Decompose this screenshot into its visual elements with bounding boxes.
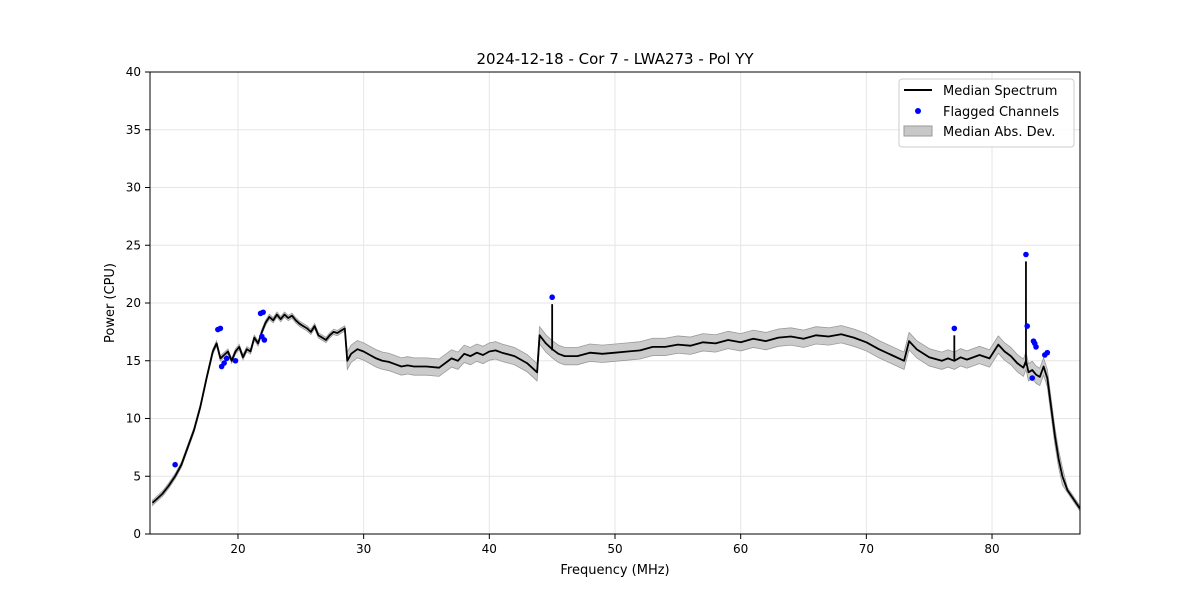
- y-tick-label: 10: [126, 412, 141, 426]
- chart-title: 2024-12-18 - Cor 7 - LWA273 - Pol YY: [477, 50, 755, 68]
- legend-band-swatch: [903, 125, 933, 137]
- median-spectrum-line: [151, 313, 1081, 510]
- flagged-channel-point: [549, 294, 555, 301]
- y-tick-label: 20: [126, 296, 141, 310]
- line-layer: [151, 261, 1081, 510]
- y-tick-label: 40: [126, 65, 141, 79]
- x-tick-label: 40: [482, 542, 497, 556]
- y-tick-label: 5: [133, 469, 141, 483]
- x-tick-label: 70: [859, 542, 874, 556]
- flagged-channel-point: [1033, 344, 1039, 350]
- y-tick-label: 15: [126, 354, 141, 368]
- legend-point-swatch: [915, 108, 921, 114]
- flagged-channel-point: [1023, 251, 1029, 258]
- legend-entry-median: Median Spectrum: [943, 84, 1057, 99]
- flagged-channel-point: [1044, 349, 1051, 356]
- x-tick-label: 30: [356, 542, 371, 556]
- flagged-channel-point: [1024, 323, 1031, 329]
- legend-entry-flagged: Flagged Channels: [943, 105, 1059, 120]
- legend: Median Spectrum Flagged Channels Median …: [898, 78, 1075, 148]
- y-tick-label: 25: [126, 238, 141, 252]
- flagged-channel-point: [261, 337, 268, 343]
- x-tick-label: 60: [733, 542, 748, 556]
- y-tick-label: 30: [126, 181, 141, 195]
- flagged-channel-point: [221, 360, 227, 366]
- x-tick-label: 20: [230, 542, 245, 556]
- flagged-channel-point: [232, 357, 239, 364]
- axis-layer: 20 30 40 50 60 70 80 0 5 10 15 20 25 30 35 40: [126, 65, 1081, 556]
- legend-frame: [898, 78, 1075, 148]
- flagged-channel-point: [223, 355, 230, 362]
- flagged-channel-point: [217, 325, 224, 332]
- y-tick-label: 0: [133, 527, 141, 541]
- x-tick-label: 80: [984, 542, 999, 556]
- legend-entry-mad: Median Abs. Dev.: [943, 125, 1055, 140]
- flagged-channel-point: [951, 325, 958, 332]
- flagged-channel-point: [260, 309, 266, 316]
- x-tick-label: 50: [607, 542, 622, 556]
- points-layer: [172, 251, 1051, 468]
- y-tick-label: 35: [126, 123, 141, 137]
- y-axis-label: Power (CPU): [103, 263, 118, 343]
- x-axis-label: Frequency (MHz): [560, 563, 669, 578]
- flagged-channel-point: [1029, 375, 1036, 381]
- flagged-channel-point: [172, 461, 178, 468]
